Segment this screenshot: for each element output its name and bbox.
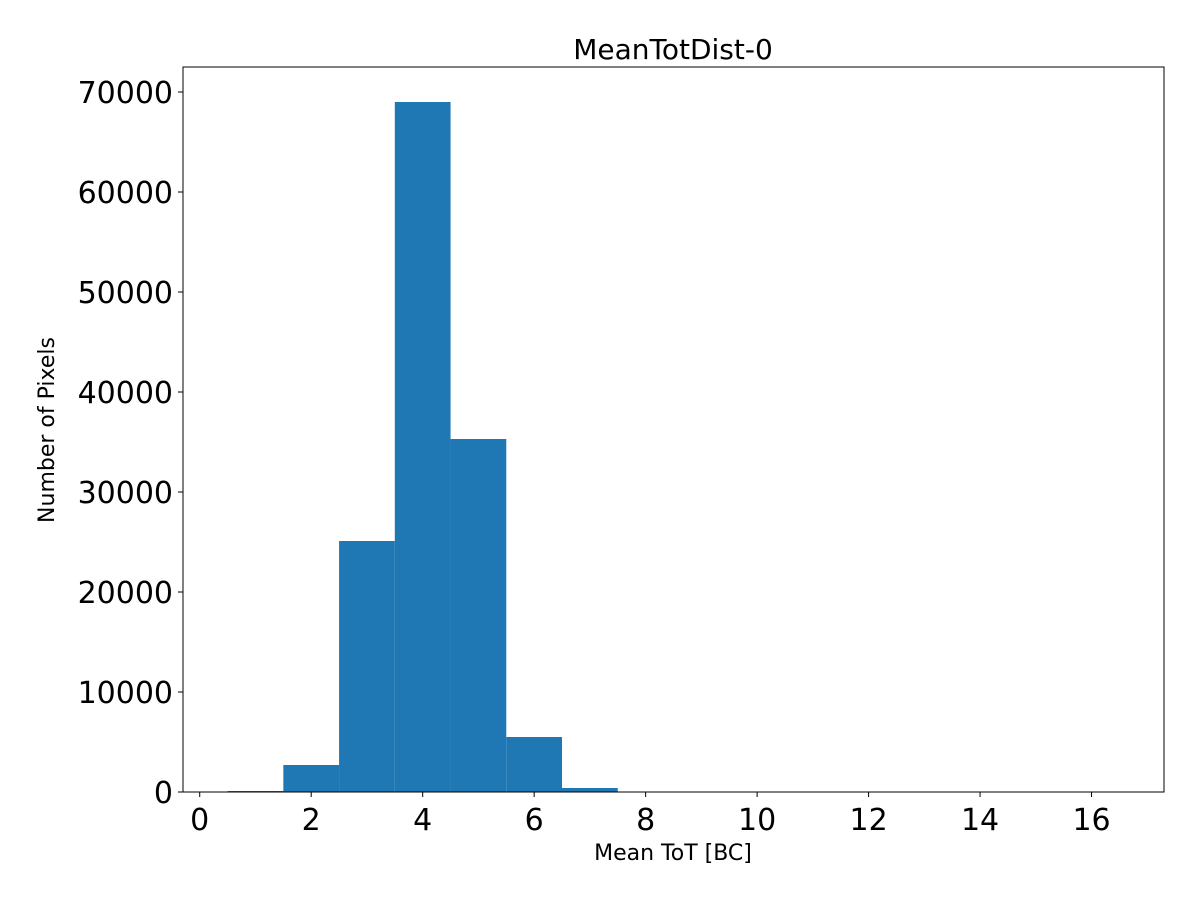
x-axis-label: Mean ToT [BC] <box>594 841 752 866</box>
x-tick-label: 16 <box>1072 803 1110 838</box>
y-tick-label: 10000 <box>78 676 173 711</box>
histogram-bar <box>450 439 507 792</box>
y-tick-label: 40000 <box>78 376 173 411</box>
y-tick-label: 60000 <box>78 176 173 211</box>
histogram-bar <box>394 102 451 792</box>
x-tick-label: 2 <box>302 803 321 838</box>
y-tick-label: 70000 <box>78 76 173 111</box>
x-tick-label: 12 <box>849 803 887 838</box>
y-tick-label: 20000 <box>78 576 173 611</box>
x-tick-label: 0 <box>190 803 209 838</box>
x-tick-label: 8 <box>636 803 655 838</box>
chart-title: MeanTotDist-0 <box>573 33 773 66</box>
plot-frame <box>182 66 1165 793</box>
histogram-bar <box>339 541 395 792</box>
y-tick-label: 30000 <box>78 476 173 511</box>
x-tick-label: 6 <box>525 803 544 838</box>
x-tick-label: 14 <box>961 803 999 838</box>
histogram-bar <box>562 788 618 792</box>
x-tick-label: 10 <box>738 803 776 838</box>
histogram-bar <box>283 765 340 792</box>
y-tick-label: 50000 <box>78 276 173 311</box>
x-tick-label: 4 <box>413 803 432 838</box>
y-axis-label: Number of Pixels <box>35 337 60 523</box>
histogram-bar <box>506 737 563 792</box>
y-tick-label: 0 <box>154 776 173 811</box>
